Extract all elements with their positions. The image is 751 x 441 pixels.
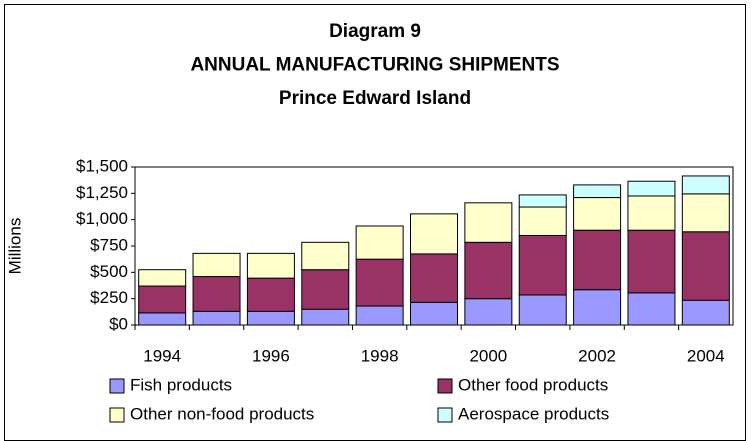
x-tick-label: 2002 [578, 346, 616, 365]
bar-segment [192, 252, 241, 278]
legend-swatch [437, 407, 453, 423]
bar-segment [138, 312, 187, 326]
bar-segment [464, 241, 513, 300]
bar-segment [246, 277, 295, 312]
chart-title: Diagram 9 [329, 21, 421, 42]
bar-segment [355, 225, 404, 260]
x-tick-label: 2000 [469, 346, 507, 365]
y-tick-label: $500 [90, 262, 128, 281]
bar-segment [681, 231, 730, 301]
y-axis-label: Millions [5, 218, 24, 275]
legend-label: Fish products [130, 375, 232, 394]
bar-segment [627, 292, 676, 326]
bar-segment [573, 197, 622, 231]
bar-segment [518, 294, 567, 326]
bar-segment [627, 195, 676, 231]
bar-segment [573, 289, 622, 326]
bar-segment [573, 229, 622, 291]
bar-segment [138, 269, 187, 287]
y-tick-label: $1,000 [76, 209, 128, 228]
bar-segment [518, 194, 567, 208]
legend-swatch [437, 378, 453, 394]
bar-segment [355, 258, 404, 307]
bar-segment [681, 193, 730, 233]
bar-segment [573, 184, 622, 199]
bar-segment [518, 206, 567, 236]
x-tick-label: 2004 [687, 346, 725, 365]
bar-segment [410, 253, 458, 303]
y-tick-label: $250 [90, 288, 128, 307]
y-tick-label: $0 [109, 314, 128, 333]
bar-segment [246, 310, 295, 326]
legend-label: Other non-food products [130, 404, 314, 423]
bar-segment [355, 305, 404, 326]
bar-segment [192, 276, 241, 312]
bar-segment [192, 310, 241, 326]
x-tick-label: 1998 [361, 346, 399, 365]
bar-segment [301, 241, 350, 271]
legend-label: Other food products [458, 375, 608, 394]
bar-segment [246, 252, 295, 279]
bar-segment [681, 299, 730, 326]
y-tick-label: $1,250 [76, 183, 128, 202]
legend-swatch [109, 378, 125, 394]
bar-segment [518, 234, 567, 296]
bar-segment [138, 285, 187, 314]
bar-segment [627, 229, 676, 294]
bar-segment [410, 301, 458, 326]
bar-segment [410, 213, 458, 255]
chart-title: Prince Edward Island [279, 88, 471, 109]
chart-title: ANNUAL MANUFACTURING SHIPMENTS [190, 55, 559, 76]
bar-segment [627, 180, 676, 197]
bar-segment [464, 202, 513, 243]
legend-label: Aerospace products [458, 404, 609, 423]
y-tick-label: $1,500 [76, 156, 128, 175]
bar-segment [464, 298, 513, 326]
x-tick-label: 1996 [252, 346, 290, 365]
x-tick-label: 1994 [143, 346, 181, 365]
bar-segment [301, 269, 350, 310]
bar-segment [681, 175, 730, 195]
y-tick-label: $750 [90, 235, 128, 254]
legend-swatch [109, 407, 125, 423]
bar-segment [301, 308, 350, 326]
